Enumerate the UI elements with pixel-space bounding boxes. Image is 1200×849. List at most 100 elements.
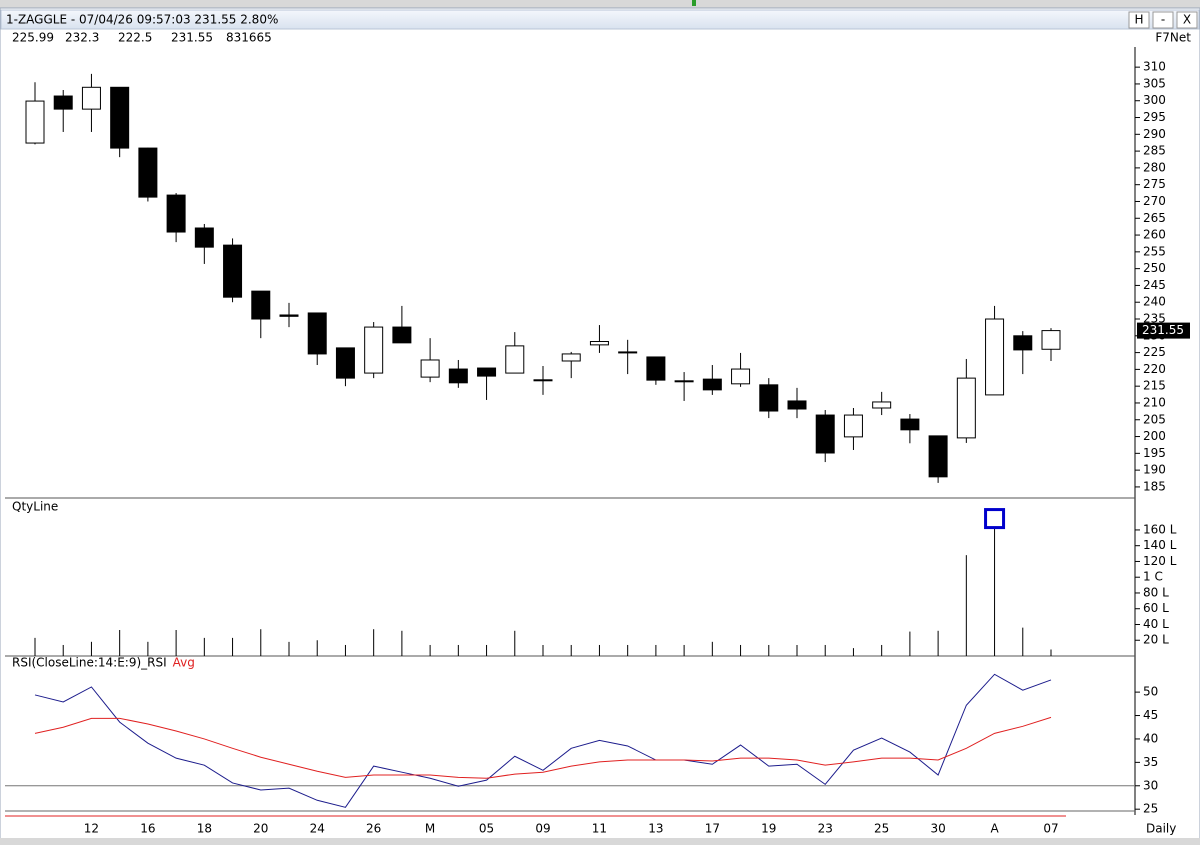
x-tick-label: 26	[366, 822, 381, 836]
y-tick-label: 210	[1143, 395, 1166, 409]
candle-body	[110, 86, 130, 149]
candle-body	[900, 418, 920, 431]
y-tick-label: 290	[1143, 127, 1166, 141]
ohlc-volume: 831665	[226, 31, 272, 45]
x-tick-label: 17	[705, 822, 720, 836]
candle-body	[561, 353, 581, 362]
x-tick-label: 19	[761, 822, 776, 836]
window-frame	[0, 7, 1200, 846]
y-tick-label: 30	[1143, 778, 1158, 792]
ohlc-low: 222.5	[118, 31, 152, 45]
candle-body	[1041, 330, 1061, 350]
y-tick-label: 235	[1143, 312, 1166, 326]
ohlc-close: 231.55	[171, 31, 213, 45]
y-tick-label: 50	[1143, 685, 1158, 699]
candle-body	[985, 318, 1005, 396]
candle-body	[335, 347, 355, 379]
candle-body	[1013, 335, 1033, 351]
candle-body	[448, 368, 468, 384]
candle-body	[589, 341, 609, 346]
candle-body	[618, 351, 638, 354]
panel-title: QtyLine	[12, 500, 58, 514]
x-tick-label: 16	[140, 822, 155, 836]
candle-body	[533, 379, 553, 382]
candle-body	[194, 227, 214, 248]
y-tick-label: 310	[1143, 60, 1166, 74]
rsi-line	[34, 673, 1052, 808]
y-tick-label: 120 L	[1143, 554, 1177, 568]
ohlc-high: 232.3	[65, 31, 99, 45]
y-tick-label: 250	[1143, 261, 1166, 275]
rsi-line	[34, 716, 1052, 779]
x-tick-label: 24	[310, 822, 325, 836]
top-strip	[0, 0, 1200, 8]
y-tick-label: 35	[1143, 755, 1158, 769]
y-tick-label: 265	[1143, 211, 1166, 225]
legend-entry: Avg	[173, 656, 195, 670]
candle-body	[477, 367, 497, 377]
candle-body	[787, 400, 807, 410]
candle-body	[392, 326, 412, 344]
y-tick-label: 260	[1143, 228, 1166, 242]
y-tick-label: 220	[1143, 362, 1166, 376]
x-tick-label: 23	[818, 822, 833, 836]
x-tick-label: 07	[1043, 822, 1058, 836]
y-tick-label: 1 C	[1143, 570, 1163, 584]
button[interactable]	[1176, 11, 1198, 29]
y-tick-label: 280	[1143, 160, 1166, 174]
last-price-box	[1137, 322, 1190, 339]
y-tick-label: 45	[1143, 708, 1158, 722]
y-tick-label: 200	[1143, 429, 1166, 443]
candle-body	[759, 384, 779, 412]
x-tick-label: 20	[253, 822, 268, 836]
button[interactable]	[1128, 11, 1150, 29]
y-tick-label: 40	[1143, 731, 1158, 745]
title-bar	[0, 9, 1200, 30]
last-price-label: 231.55	[1142, 323, 1184, 337]
x-tick-label: 13	[648, 822, 663, 836]
y-tick-label: 275	[1143, 177, 1166, 191]
candle-body	[702, 378, 722, 391]
candle-body	[25, 100, 45, 144]
y-tick-label: 240	[1143, 295, 1166, 309]
bottom-strip	[0, 838, 1200, 845]
candle-body	[166, 194, 186, 233]
y-tick-label: 140 L	[1143, 538, 1177, 552]
candle-body	[872, 401, 892, 409]
candle-body	[674, 380, 694, 383]
x-axis-label: Daily	[1146, 822, 1176, 836]
candle-body	[53, 95, 73, 110]
candle-body	[81, 86, 101, 110]
x-tick-label: 18	[197, 822, 212, 836]
x-tick-label: 30	[930, 822, 945, 836]
y-tick-label: 160 L	[1143, 522, 1177, 536]
y-tick-label: 255	[1143, 244, 1166, 258]
candle-body	[420, 359, 440, 378]
y-tick-label: 195	[1143, 446, 1166, 460]
legend-entry: RSI(CloseLine:14:E:9)_RSI	[12, 656, 167, 670]
y-tick-label: 215	[1143, 379, 1166, 393]
candle-body	[815, 414, 835, 454]
source: F7Net	[1155, 31, 1191, 45]
ohlc-open: 225.99	[12, 31, 54, 45]
candle-body	[505, 345, 525, 374]
y-tick-label: 300	[1143, 93, 1166, 107]
button[interactable]	[1152, 11, 1174, 29]
candle-body	[843, 414, 863, 438]
candle-body	[956, 377, 976, 439]
button-label: -	[1161, 13, 1165, 27]
y-tick-label: 270	[1143, 194, 1166, 208]
title: 1-ZAGGLE - 07/04/26 09:57:03 231.55 2.80…	[6, 13, 278, 27]
status-mark	[692, 0, 696, 6]
candle-body	[731, 368, 751, 385]
candle-body	[251, 290, 271, 320]
y-tick-label: 190	[1143, 463, 1166, 477]
button-label: X	[1183, 13, 1191, 27]
candle-body	[364, 326, 384, 374]
x-tick-label: M	[425, 822, 435, 836]
candle-body	[279, 314, 299, 317]
x-tick-label: 11	[592, 822, 607, 836]
x-tick-label: A	[990, 822, 999, 836]
highlight-box	[984, 508, 1006, 530]
